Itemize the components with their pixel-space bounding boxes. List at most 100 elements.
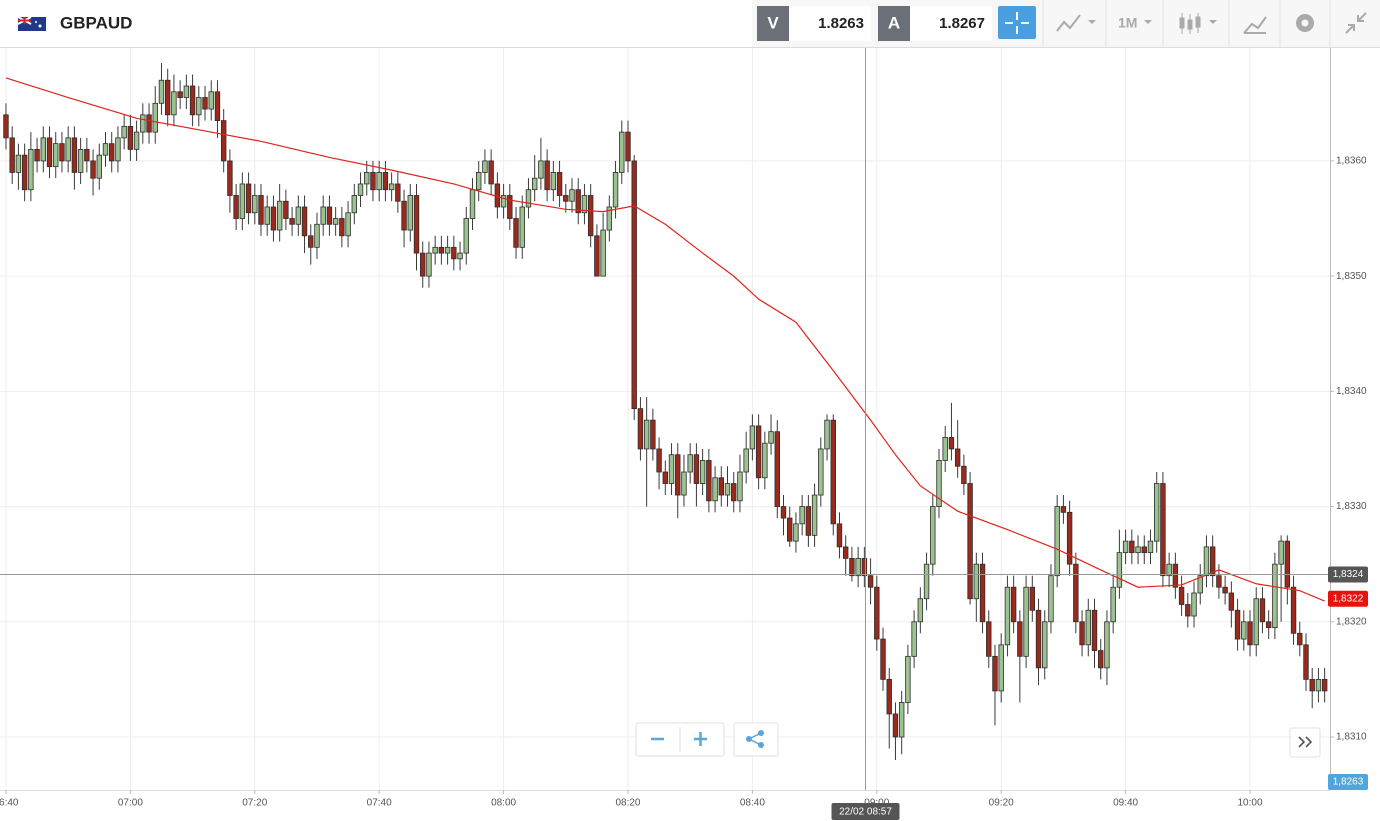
candle-body [892,713,899,738]
candle-body [842,546,849,559]
candle-body [326,206,333,225]
candle-body [525,189,532,208]
overlay: 1,8324 22/02 08:57 1,8322 1,8263 [0,48,1368,820]
candle-body [264,206,270,225]
candle-body [967,483,973,600]
candle-body [1091,609,1098,651]
candle-body [762,442,768,479]
candle-body [1110,586,1116,623]
candle-body [71,137,78,173]
candle-body [718,477,724,496]
candle-body [53,143,59,168]
ask-price[interactable]: 1.8267 [939,15,985,32]
candle-body [196,97,202,116]
candle-body [40,137,46,162]
candle-body [1197,575,1203,594]
candle-body [457,252,463,260]
candle-body [202,97,208,110]
bid-price-tag [1328,774,1368,790]
moving-average-line [5,77,1325,602]
candle-body [986,621,992,657]
ask-box[interactable] [910,6,992,41]
candle-body [818,448,824,496]
candle-body [606,206,613,231]
candle-body [59,143,65,162]
candle-body [824,419,830,450]
x-tick-label: 10:00 [1237,798,1262,809]
candle-body [1309,678,1315,692]
x-tick-label: 06:40 [0,798,19,809]
candle-body [407,195,413,231]
candle-body [227,160,233,196]
candle-body [662,471,669,484]
candle-body [121,125,127,139]
candle-body [998,644,1004,692]
draw-button[interactable] [1243,16,1267,34]
candle-body [96,154,102,179]
candle-body [308,235,314,248]
candle-body [942,437,948,461]
candle-body [1265,621,1272,628]
candle-body [1166,563,1172,577]
candle-body [1185,604,1191,617]
candle-body [258,195,264,225]
candle-body [712,477,718,502]
candle-body [1054,506,1060,577]
candle-body [650,419,656,450]
collapse-button[interactable] [1345,12,1367,34]
candle-body [482,160,488,173]
timeframe-caret [1144,20,1152,24]
x-tick-label: 08:20 [615,798,640,809]
candle-body [699,460,706,484]
candle-body [886,678,892,715]
scroll-to-end-button[interactable] [1289,727,1321,758]
settings-button[interactable] [1296,14,1314,32]
candle-body [133,131,140,150]
candle-body [444,246,451,254]
candle-body [245,183,252,214]
candle-body [805,506,812,536]
x-tick-label: 07:40 [367,798,392,809]
candle-body [233,195,239,219]
candle-body [917,598,924,623]
candle-body [643,419,650,450]
candle-body [1297,632,1303,646]
candle-body [737,471,743,502]
y-tick-label: 1,8330 [1336,501,1367,512]
bid-price[interactable]: 1.8263 [818,15,864,32]
candle-body [1060,506,1067,513]
candle-body [388,183,395,191]
crosshair-price-label: 1,8324 [1333,569,1364,580]
candle-body [426,252,432,277]
candle-body [861,558,868,577]
candle-body [158,79,165,104]
candle-body [1035,609,1042,669]
candle-body [930,506,936,565]
indicator-button[interactable] [1056,14,1096,32]
crosshair-button[interactable] [998,6,1036,39]
candle-body [413,195,420,254]
candle-body [1216,575,1222,588]
candle-body [276,200,283,231]
candle-body [432,246,438,254]
candle-body [612,172,619,208]
candle-body [973,563,980,600]
candle-body [1278,540,1284,565]
candle-body [563,195,569,202]
candle-body [357,183,364,196]
candle-body [500,195,507,208]
candle-body [836,523,843,548]
candle-body [855,558,861,577]
candle-body [382,172,389,191]
candle-body [1023,586,1029,657]
candle-body [531,177,538,191]
chart-type-button[interactable] [1179,13,1217,34]
candle-body [463,218,469,254]
timeframe-button[interactable]: 1M [1118,15,1137,31]
bid-box[interactable] [789,6,871,41]
candle-body [1178,586,1185,605]
share-button[interactable] [733,722,779,757]
candle-body [656,448,662,473]
zoom-in-button[interactable] [694,732,707,746]
